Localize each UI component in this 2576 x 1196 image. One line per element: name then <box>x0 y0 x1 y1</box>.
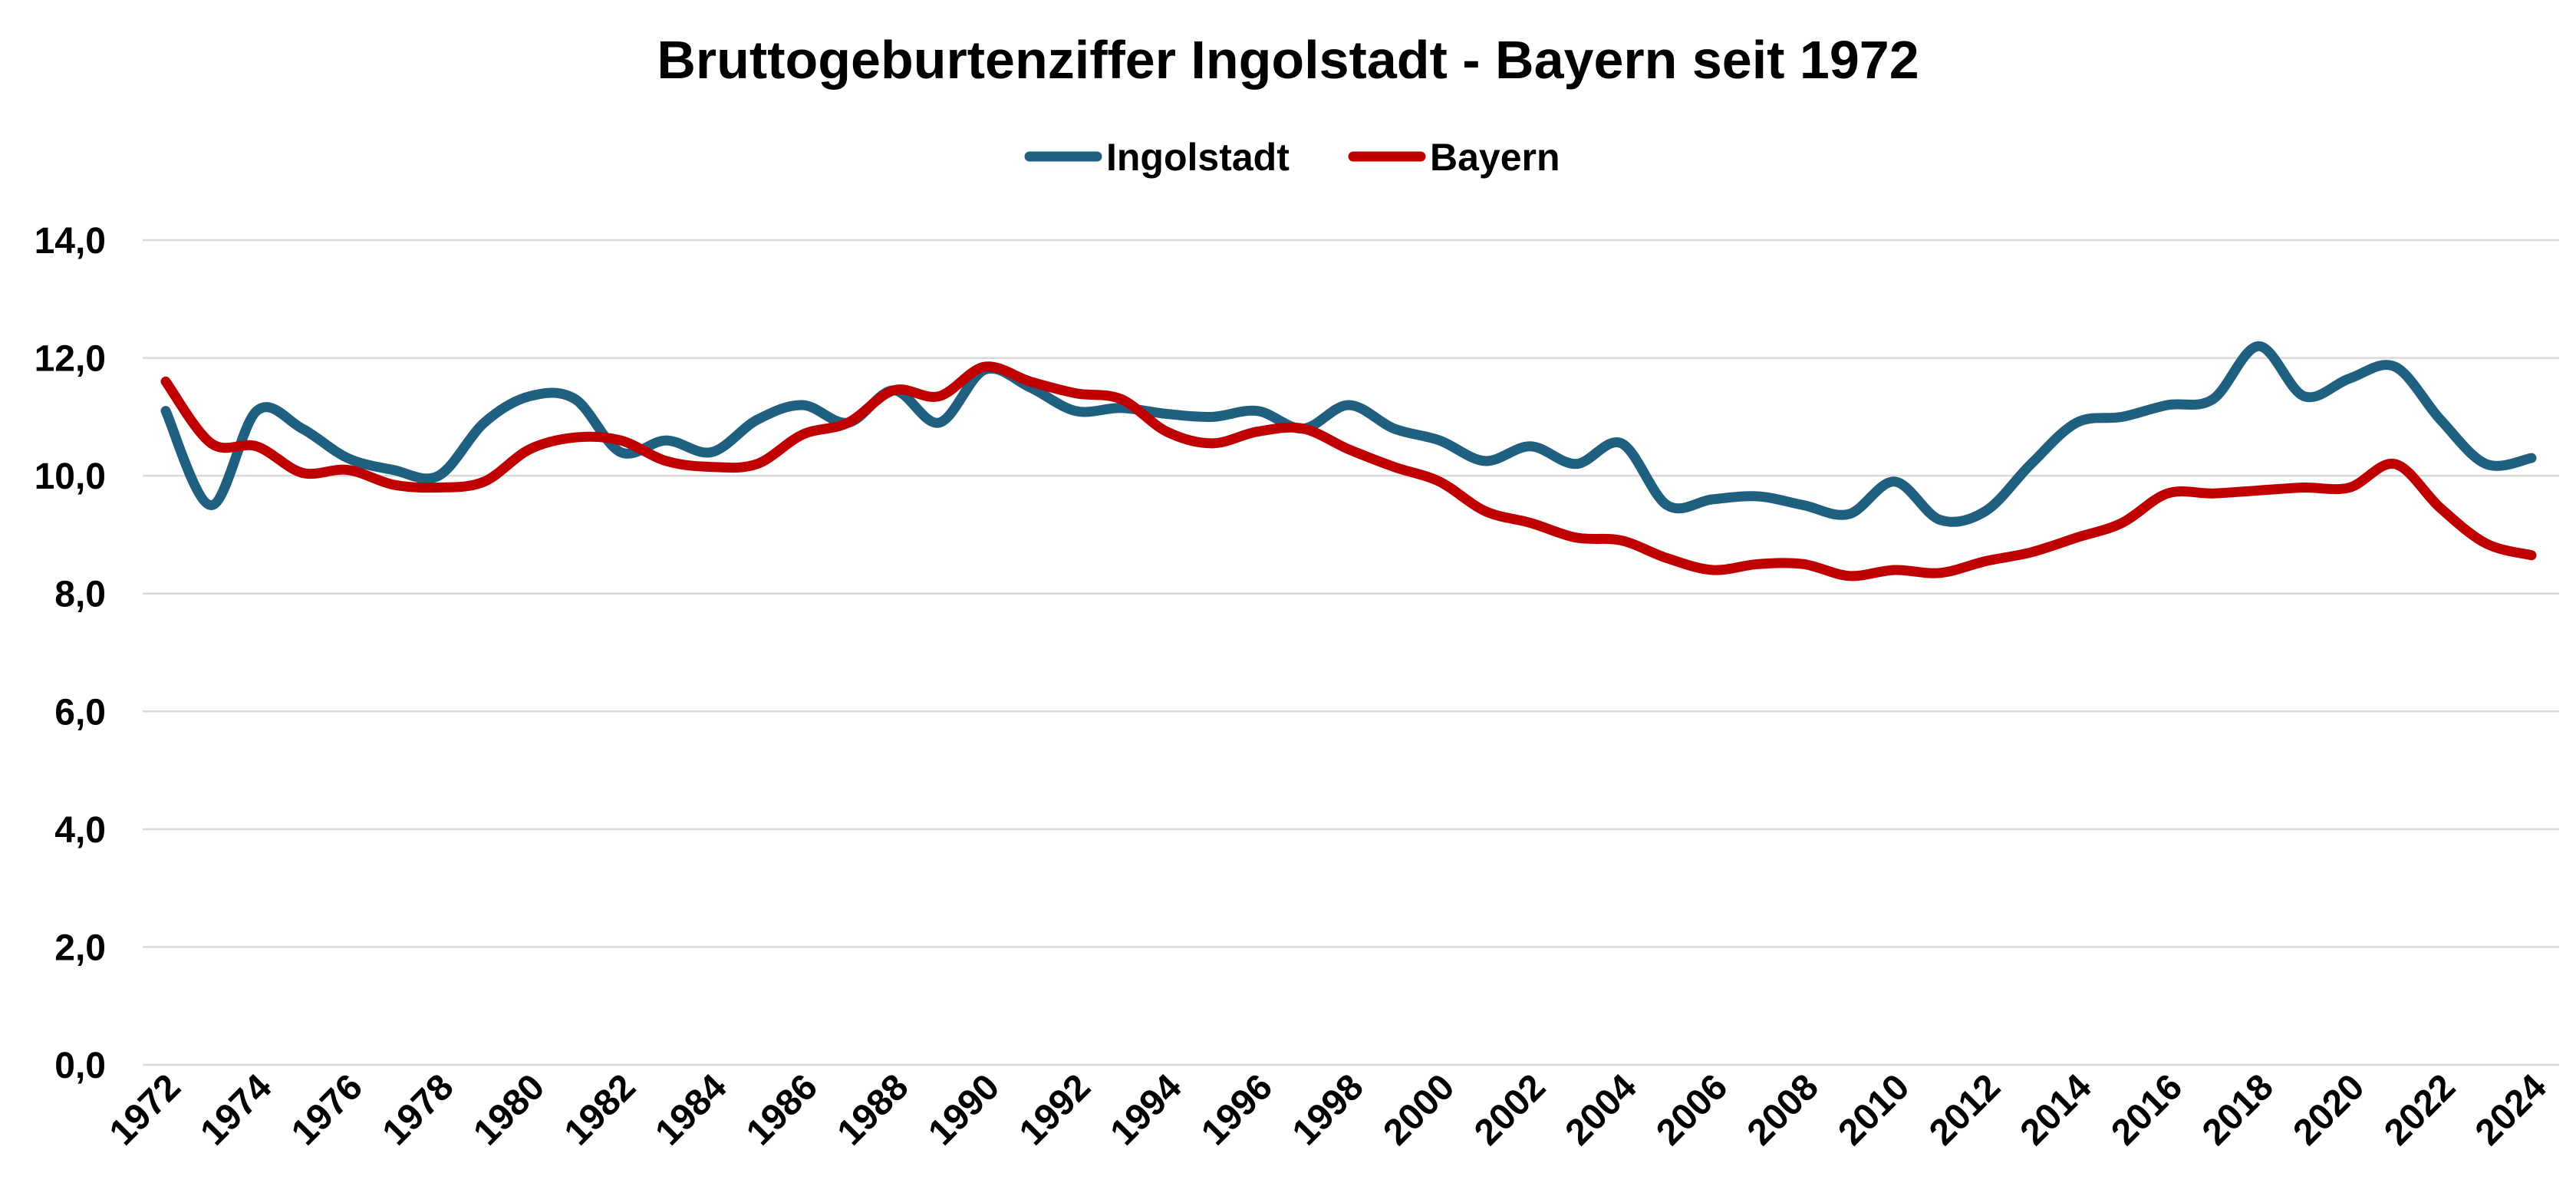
x-tick-label: 2010 <box>1830 1066 1917 1153</box>
x-tick-label: 2004 <box>1558 1066 1645 1153</box>
y-tick-label: 14,0 <box>35 221 106 262</box>
y-axis-ticks: 0,0 2,0 4,0 6,0 8,0 10,0 12,0 14,0 <box>35 221 106 1086</box>
x-tick-label: 1980 <box>466 1066 552 1153</box>
x-tick-label: 2002 <box>1467 1066 1553 1153</box>
x-tick-label: 1982 <box>557 1066 644 1153</box>
legend-label-bayern: Bayern <box>1430 136 1560 179</box>
x-tick-label: 2006 <box>1649 1066 1735 1153</box>
series-line-ingolstadt <box>160 341 2537 527</box>
x-tick-label: 2022 <box>2377 1066 2463 1153</box>
x-tick-label: 2008 <box>1740 1066 1827 1153</box>
y-tick-label: 12,0 <box>35 339 106 380</box>
x-tick-label: 1990 <box>921 1066 1007 1153</box>
x-tick-label: 1998 <box>1285 1066 1372 1153</box>
x-tick-label: 1994 <box>1103 1066 1190 1153</box>
x-tick-label: 2016 <box>2103 1066 2190 1153</box>
chart-title: Bruttogeburtenziffer Ingolstadt - Bayern… <box>657 30 1919 90</box>
x-tick-label: 1996 <box>1194 1066 1280 1153</box>
x-tick-label: 2020 <box>2286 1066 2373 1153</box>
y-tick-label: 8,0 <box>54 575 106 615</box>
x-tick-label: 1976 <box>284 1066 371 1153</box>
x-axis-ticks: 1972 1974 1976 1978 1980 1982 1984 1986 1988 1990… <box>102 1066 2555 1153</box>
x-tick-label: 2012 <box>1922 1066 2008 1153</box>
x-tick-label: 1986 <box>739 1066 825 1153</box>
x-tick-label: 1984 <box>647 1066 734 1153</box>
x-tick-label: 1972 <box>102 1066 189 1153</box>
x-tick-label: 1988 <box>830 1066 917 1153</box>
x-tick-label: 1992 <box>1012 1066 1099 1153</box>
x-tick-label: 2018 <box>2195 1066 2281 1153</box>
y-tick-label: 0,0 <box>54 1046 106 1086</box>
y-tick-label: 4,0 <box>54 810 106 851</box>
x-tick-label: 2000 <box>1375 1066 1462 1153</box>
gridlines <box>143 239 2559 1066</box>
legend: Ingolstadt Bayern <box>1024 136 1560 179</box>
series-line-bayern <box>160 361 2537 582</box>
legend-label-ingolstadt: Ingolstadt <box>1106 136 1290 179</box>
x-tick-label: 2014 <box>2013 1066 2100 1153</box>
y-tick-label: 6,0 <box>54 692 106 733</box>
x-tick-label: 1974 <box>193 1066 279 1153</box>
y-tick-label: 10,0 <box>35 456 106 497</box>
series-lines <box>160 341 2537 582</box>
x-tick-label: 2024 <box>2468 1066 2555 1153</box>
x-tick-label: 1978 <box>375 1066 462 1153</box>
y-tick-label: 2,0 <box>54 927 106 968</box>
